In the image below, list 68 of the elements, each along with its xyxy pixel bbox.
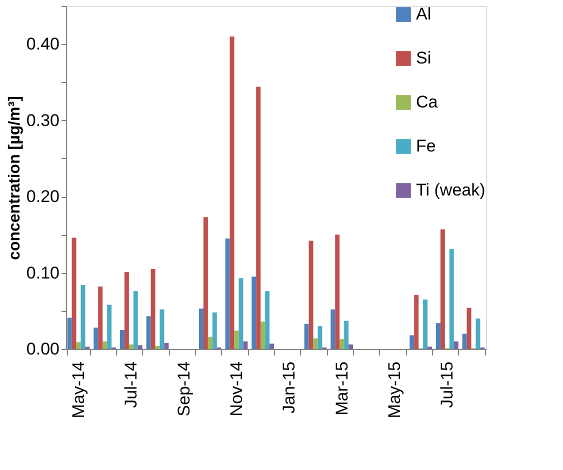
bar: [423, 299, 428, 349]
y-tick-label: 0.40: [26, 34, 60, 54]
bar: [160, 309, 164, 349]
bar: [449, 249, 454, 349]
bar: [238, 278, 244, 349]
legend-label: Ti (weak): [416, 180, 486, 200]
bar: [308, 240, 314, 349]
bar: [318, 326, 322, 349]
bar: [234, 330, 239, 349]
bar: [164, 342, 169, 349]
x-tick-label: Jan-15: [280, 362, 299, 414]
bar: [436, 323, 440, 349]
legend-label: Si: [416, 48, 432, 68]
bar: [466, 308, 472, 349]
x-tick-label: Sep-14: [174, 362, 194, 416]
bar: [133, 291, 138, 349]
x-tick-label: May-14: [69, 362, 88, 418]
bar: [225, 238, 230, 349]
bar: [94, 328, 98, 349]
bar: [102, 341, 108, 349]
legend-label: Fe: [416, 136, 436, 156]
bar: [330, 309, 336, 349]
bar: [230, 36, 234, 349]
x-tick-label: Jul-15: [438, 362, 457, 408]
bar: [252, 276, 256, 349]
bar: [80, 284, 86, 349]
y-tick-label: 0.00: [26, 340, 60, 358]
x-tick-label: Jul-14: [122, 362, 141, 408]
bar: [476, 318, 480, 349]
bar: [198, 308, 204, 349]
bar: [410, 335, 414, 349]
bar: [348, 344, 354, 349]
y-tick-label: 0.20: [26, 187, 60, 206]
x-tick-label: May-15: [384, 362, 404, 418]
bar: [138, 345, 142, 349]
y-tick-label: 0.10: [26, 263, 60, 282]
bar: [304, 324, 309, 349]
bar: [454, 341, 458, 349]
bar: [340, 339, 344, 349]
bar: [440, 229, 445, 349]
bar: [208, 336, 212, 349]
bar: [256, 86, 261, 349]
bar: [124, 272, 129, 349]
bar: [462, 334, 467, 349]
bar: [76, 342, 81, 349]
legend-label: Al: [416, 4, 432, 24]
bar: [150, 268, 156, 349]
bar: [344, 320, 349, 349]
bar: [203, 217, 208, 349]
x-tick-label: Mar-15: [332, 362, 352, 416]
bar: [128, 344, 134, 349]
bar: [107, 304, 112, 349]
bar: [120, 330, 124, 349]
bar: [212, 312, 217, 349]
y-tick-label: 0.30: [26, 110, 60, 130]
bar: [335, 234, 340, 349]
y-axis-title: concentration [µg/m³]: [6, 96, 24, 260]
bar: [146, 316, 151, 349]
bar: [72, 238, 76, 349]
bar: [414, 294, 419, 349]
x-tick-label: Nov-14: [227, 362, 246, 416]
bar: [260, 322, 266, 349]
bar: [98, 286, 103, 349]
bar: [265, 291, 270, 349]
legend-label: Ca: [416, 92, 438, 112]
bar: [270, 344, 274, 349]
bar: [67, 318, 72, 349]
bar: [243, 341, 248, 349]
